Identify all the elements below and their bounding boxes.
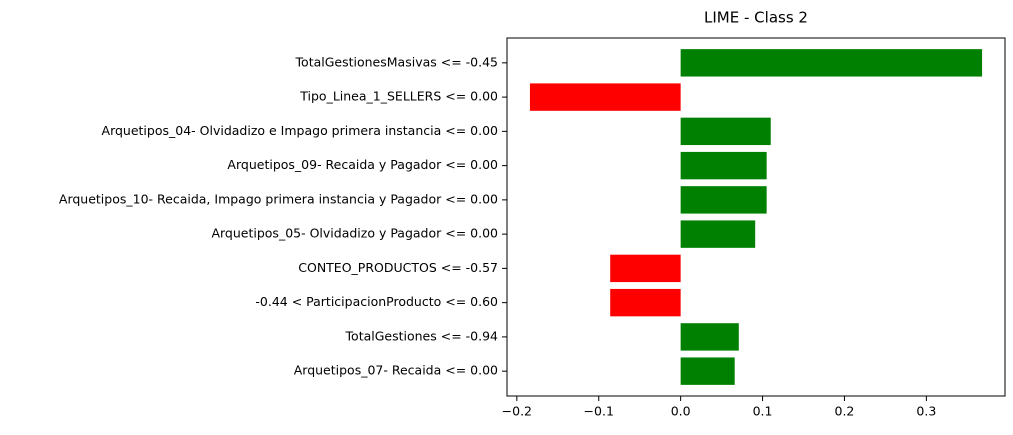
y-tick-label: Arquetipos_07- Recaida <= 0.00 [294,363,498,378]
y-tick-label: -0.44 < ParticipacionProducto <= 0.60 [255,294,498,309]
y-tick-label: TotalGestiones <= -0.94 [345,328,499,343]
chart-title: LIME - Class 2 [704,9,808,27]
bar [680,117,771,146]
plot-frame [506,37,1006,397]
y-tick-label: Arquetipos_04- Olvidadizo e Impago prime… [102,123,499,138]
y-tick-label: Tipo_Linea_1_SELLERS <= 0.00 [299,89,498,104]
bar [680,151,767,180]
y-tick-label: TotalGestionesMasivas <= -0.45 [295,54,498,69]
bar [680,357,735,385]
bar [610,254,681,283]
y-tick-label: Arquetipos_05- Olvidadizo y Pagador <= 0… [211,226,498,241]
x-tick-label: 0.3 [916,404,936,419]
bar [680,220,756,248]
y-tick-label: Arquetipos_10- Recaida, Impago primera i… [59,191,498,206]
bar [680,49,983,77]
x-tick-label: 0.2 [835,404,855,419]
bar [529,83,681,111]
x-tick-label: −0.2 [502,404,532,419]
x-tick-label: 0.1 [753,404,773,419]
y-tick-label: Arquetipos_09- Recaida y Pagador <= 0.00 [227,157,498,172]
bar [610,288,681,317]
x-tick-label: 0.0 [671,404,691,419]
bar [680,323,739,351]
y-tick-label: CONTEO_PRODUCTOS <= -0.57 [298,260,498,275]
x-tick-label: −0.1 [584,404,614,419]
bar [680,186,767,214]
